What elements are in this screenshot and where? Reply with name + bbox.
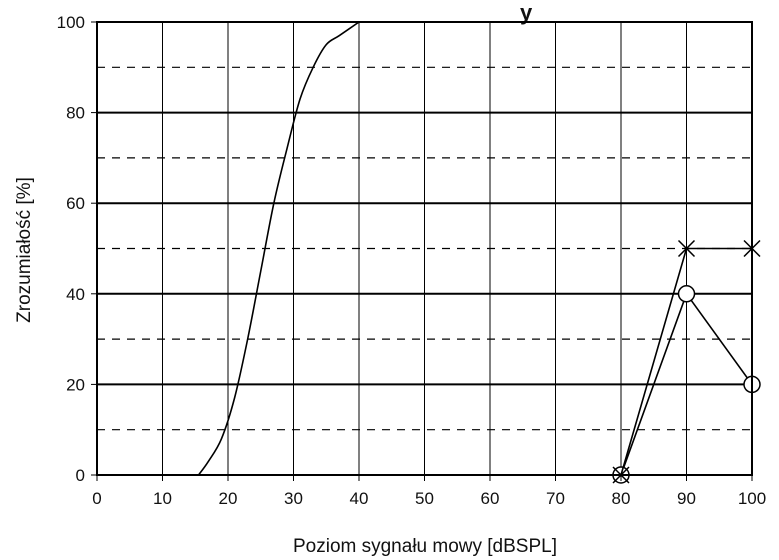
grid — [97, 22, 752, 475]
y-tick-label: 40 — [66, 285, 85, 304]
x-tick-label: 0 — [92, 489, 101, 508]
x-axis-title: Poziom sygnału mowy [dBSPL] — [293, 536, 557, 557]
y-tick-label: 80 — [66, 104, 85, 123]
x-tick-label: 100 — [738, 489, 766, 508]
series-3-point-cross — [677, 239, 696, 258]
x-tick-label: 30 — [284, 489, 303, 508]
y-tick-label: 0 — [76, 466, 85, 485]
series-2-point-circle — [677, 285, 696, 303]
plot-frame — [96, 21, 753, 476]
series-line-1 — [197, 21, 360, 476]
x-tick-label: 50 — [415, 489, 434, 508]
y-tick-label: 100 — [57, 13, 85, 32]
x-tick-label: 90 — [677, 489, 696, 508]
x-tick-label: 20 — [219, 489, 238, 508]
tick-labels: 0 10 20 30 40 50 60 70 80 90 100 0 20 40 60 80 100 — [57, 13, 767, 508]
series-layer — [197, 21, 761, 484]
x-tick-label: 70 — [546, 489, 565, 508]
x-tick-label: 40 — [350, 489, 369, 508]
y-axis-title: Zrozumiałość [%] — [14, 177, 35, 323]
y-tick-label: 60 — [66, 194, 85, 213]
x-tick-label: 60 — [481, 489, 500, 508]
chart-title: y — [520, 0, 533, 25]
y-tick-label: 20 — [66, 375, 85, 394]
x-tick-label: 10 — [153, 489, 172, 508]
x-tick-label: 80 — [612, 489, 631, 508]
